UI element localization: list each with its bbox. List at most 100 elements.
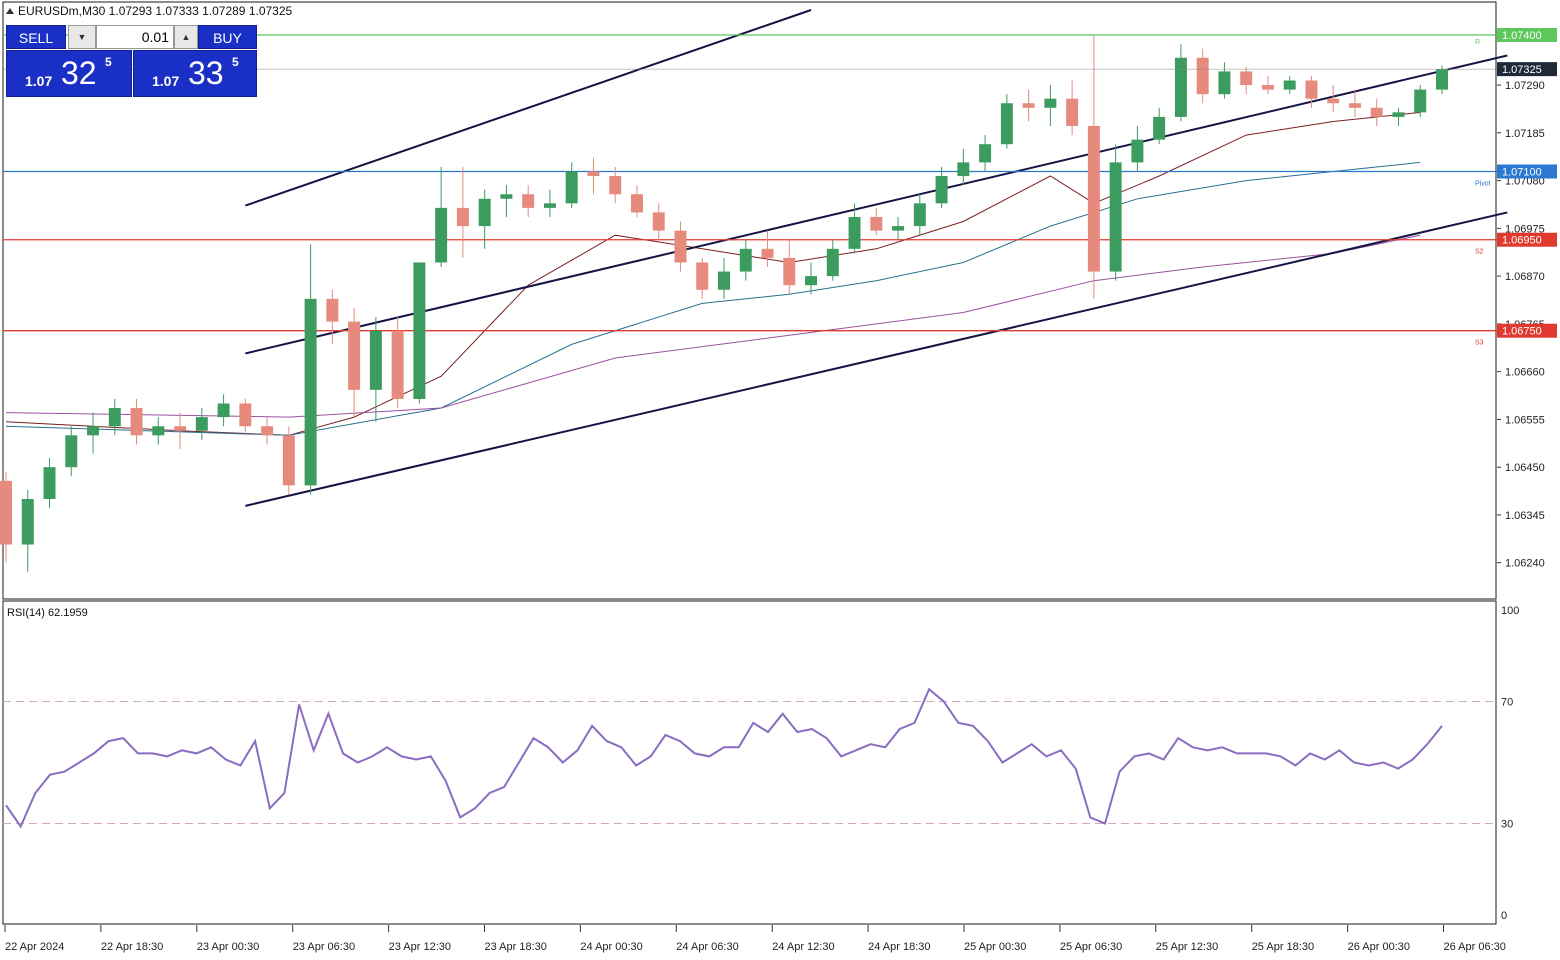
time-tick-label: 22 Apr 2024: [5, 941, 64, 953]
level-marker-s3: S3: [1475, 340, 1484, 347]
level-price-label: 1.07400: [1502, 30, 1542, 42]
candle-body: [522, 194, 535, 208]
time-tick-label: 26 Apr 00:30: [1348, 941, 1410, 953]
time-tick-label: 23 Apr 18:30: [485, 941, 547, 953]
moving-averages: [5, 111, 1421, 436]
candle-body: [935, 176, 948, 204]
moving-average-line-3: [5, 234, 1421, 418]
time-axis: 22 Apr 2024 22 Apr 18:30 23 Apr 00:30 23 Ap…: [4, 925, 1506, 953]
rsi-line: [5, 687, 1443, 829]
candle-body: [1174, 57, 1187, 117]
candle-body: [543, 203, 556, 208]
candle-body: [1066, 98, 1079, 126]
candle-body: [1131, 139, 1144, 163]
time-tick-label: 23 Apr 06:30: [293, 941, 355, 953]
level-price-tag: [1497, 164, 1557, 179]
sell-price-pips: 32: [61, 55, 97, 91]
candle-body: [565, 171, 578, 204]
price-tick-label: 1.06555: [1505, 414, 1545, 426]
candle-body: [718, 271, 730, 290]
sell-price-fraction: 5: [105, 55, 112, 69]
candle-body: [1000, 103, 1013, 145]
time-tick-label: 25 Apr 06:30: [1060, 941, 1122, 953]
candle-body: [1218, 71, 1231, 95]
candle-body: [195, 417, 208, 431]
volume-down-icon[interactable]: ▼: [68, 25, 96, 49]
price-tick-label: 1.07185: [1505, 128, 1545, 140]
level-price-tag: [1497, 232, 1557, 247]
time-tick-label: 26 Apr 06:30: [1444, 941, 1506, 953]
candle-body: [1109, 162, 1122, 272]
sell-button[interactable]: SELL: [6, 25, 66, 49]
time-tick-label: 23 Apr 00:30: [197, 941, 259, 953]
candle-body: [21, 499, 34, 545]
candle-body: [783, 257, 796, 286]
time-tick-label: 24 Apr 18:30: [868, 941, 930, 953]
candle-body: [826, 248, 839, 277]
price-tick-label: 1.06660: [1505, 367, 1545, 379]
time-tick-label: 23 Apr 12:30: [389, 941, 451, 953]
level-marker-pivot: Pivot: [1475, 180, 1491, 187]
time-tick-label: 24 Apr 12:30: [772, 941, 834, 953]
candle-body: [304, 298, 317, 486]
symbol-quote: EURUSDm,M30 1.07293 1.07333 1.07289 1.07…: [18, 4, 293, 18]
sell-price-prefix: 1.07: [25, 73, 53, 89]
rsi-reference-lines: [3, 701, 1497, 824]
buy-price-prefix: 1.07: [152, 73, 180, 89]
pivot-levels: R Pivot S2 S3: [3, 34, 1497, 347]
price-channel: [245, 9, 1508, 507]
level-price-label: 1.06750: [1502, 326, 1542, 338]
candle-body: [1044, 98, 1057, 108]
candle-body: [870, 216, 883, 231]
candle-body: [239, 403, 252, 427]
buy-price-button[interactable]: 1.07 33 5: [133, 50, 257, 97]
buy-button[interactable]: BUY: [198, 25, 257, 49]
sell-price-button[interactable]: 1.07 32 5: [6, 50, 132, 97]
candle-body: [1022, 103, 1035, 108]
channel-line-lower: [245, 211, 1508, 507]
candle-body: [369, 330, 382, 390]
candle-body: [1087, 126, 1100, 272]
level-marker-s2: S2: [1475, 249, 1484, 256]
volume-up-icon[interactable]: ▲: [174, 25, 198, 49]
buy-price-pips: 33: [188, 55, 224, 91]
moving-average-line-2: [5, 161, 1421, 436]
rsi-axis: 100 70 30 0: [1501, 605, 1519, 922]
candle-body: [348, 321, 361, 390]
candle-body: [326, 298, 339, 322]
candle-body: [805, 276, 818, 286]
candle-body: [957, 162, 970, 177]
one-click-trading-panel: SELL ▼ 0.01 ▲ BUY 1.07 32 5 1.07 33 5: [6, 25, 257, 97]
level-price-tag: [1497, 323, 1557, 338]
rsi-tick-label: 0: [1501, 910, 1507, 922]
channel-line-middle: [245, 54, 1508, 355]
rsi-header: RSI(14) 62.1959: [7, 607, 88, 619]
candle-body: [152, 426, 165, 436]
candle-body: [478, 198, 491, 227]
rsi-tick-label: 100: [1501, 605, 1519, 617]
candle-body: [1414, 89, 1427, 113]
collapse-triangle-icon[interactable]: [6, 8, 14, 14]
buy-price-fraction: 5: [232, 55, 239, 69]
rsi-line: [5, 687, 1443, 829]
candle-body: [892, 226, 905, 231]
candle-body: [43, 467, 56, 500]
rsi-pane-border: [2, 600, 1497, 925]
candle-body: [435, 207, 448, 263]
time-tick-label: 25 Apr 00:30: [964, 941, 1026, 953]
time-tick-label: 25 Apr 12:30: [1156, 941, 1218, 953]
rsi-tick-label: 30: [1501, 819, 1513, 831]
candle-body: [696, 262, 709, 290]
chart-title: EURUSDm,M30 1.07293 1.07333 1.07289 1.07…: [6, 4, 292, 18]
candle-body: [674, 230, 687, 263]
candle-body: [979, 144, 992, 163]
candle-body: [282, 435, 295, 486]
candle-body: [1283, 80, 1296, 90]
level-price-label: 1.07100: [1502, 166, 1542, 178]
price-tick-label: 1.06345: [1505, 510, 1545, 522]
price-tick-label: 1.06975: [1505, 223, 1545, 235]
candle-body: [1327, 98, 1340, 104]
volume-input[interactable]: 0.01: [96, 25, 174, 49]
candle-body: [130, 408, 143, 436]
